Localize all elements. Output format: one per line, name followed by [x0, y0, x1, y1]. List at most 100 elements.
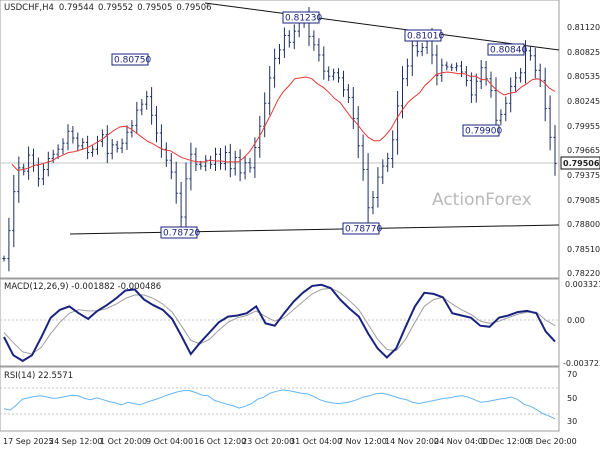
price-bar [396, 91, 400, 155]
rsi-label: RSI(14) 22.5571 [4, 371, 73, 381]
price-bar [179, 182, 183, 229]
price-bar [469, 72, 473, 103]
watermark: ActionForex [432, 190, 532, 210]
price-bar [125, 125, 129, 150]
price-bar [263, 92, 267, 138]
price-tick: 0.79085 [567, 196, 600, 205]
annotation-box [342, 222, 380, 235]
price-tick: 0.78800 [567, 220, 600, 229]
price-tick: 0.81120 [567, 23, 600, 32]
macd-signal-line [3, 287, 556, 355]
price-bar [41, 163, 45, 186]
price-bar [435, 44, 439, 86]
price-bar [189, 142, 193, 191]
price-bar [351, 87, 355, 129]
price-bar [273, 48, 277, 88]
annotation-box [487, 43, 525, 56]
rsi-line [3, 389, 556, 420]
price-bar [27, 146, 31, 180]
price-tick: 0.79955 [567, 122, 600, 131]
price-bar [548, 95, 552, 151]
price-bar [100, 129, 104, 147]
price-bar [7, 217, 11, 272]
time-tick: 7 Nov 12:00 [338, 437, 387, 446]
price-bar [66, 124, 70, 151]
price-bar [479, 60, 483, 89]
annotation-box [282, 11, 320, 24]
price-bar [440, 58, 444, 82]
price-bar [130, 120, 134, 138]
annotation-high-3: 0.81010 [404, 29, 444, 42]
price-bar [184, 162, 188, 234]
price-bar [120, 138, 124, 154]
price-bar [509, 77, 513, 113]
price-bar [415, 40, 419, 57]
annotation-low-1: 0.78720 [160, 226, 200, 239]
price-bar [292, 24, 296, 50]
price-bar [95, 135, 100, 155]
price-bar [410, 35, 414, 77]
price-bar [228, 143, 232, 178]
price-bar [386, 152, 390, 172]
price-bar [405, 58, 409, 87]
time-tick: 23 Oct 20:00 [242, 437, 294, 446]
last-price-label: 0.79506 [563, 159, 600, 168]
price-bar [36, 157, 40, 187]
annotation-high-2: 0.81230 [282, 11, 322, 24]
price-bar [553, 125, 557, 176]
price-tick: 0.79375 [567, 171, 600, 180]
moving-average-line [11, 71, 556, 171]
price-bar [223, 145, 227, 171]
time-tick: 1 Oct 20:00 [100, 437, 147, 446]
price-bar [538, 63, 542, 87]
symbol-label: USDCHF,H4 [4, 3, 54, 13]
price-axis: 0.81120 0.80825 0.80535 0.80245 0.79955 … [567, 23, 600, 278]
price-bar [287, 30, 291, 48]
macd-pane [0, 278, 560, 367]
price-bar [238, 149, 242, 182]
time-tick: 8 Dec 20:00 [528, 437, 577, 446]
rsi-pane [0, 366, 560, 432]
price-bar [371, 191, 375, 215]
price-bar [218, 148, 223, 170]
price-bar [204, 155, 208, 172]
price-bar [322, 46, 326, 80]
price-bar [317, 38, 321, 62]
annotation-low-2: 0.78770 [342, 222, 382, 235]
time-tick: 9 Oct 04:00 [146, 437, 193, 446]
price-bar [504, 96, 508, 122]
price-bar [17, 156, 21, 203]
ohlc-close: 0.79506 [176, 3, 211, 13]
price-bar [366, 153, 370, 224]
price-bar [277, 44, 282, 65]
price-bar [115, 140, 119, 153]
price-bar [169, 153, 173, 180]
ohlc-low: 0.79505 [137, 3, 172, 13]
price-bar [459, 61, 464, 77]
annotation-label: 0.78720 [163, 229, 200, 239]
ohlc-open: 0.79544 [59, 3, 94, 13]
time-tick: 16 Oct 12:00 [194, 437, 246, 446]
price-bar [31, 148, 36, 172]
annotation-high-4: 0.80840 [487, 43, 527, 56]
rsi-tick: 30 [567, 417, 577, 426]
price-bar [282, 27, 286, 58]
annotation-box [160, 226, 198, 239]
price-pane-title: USDCHF,H4 0.79544 0.79552 0.79505 0.79506 [4, 3, 212, 13]
annotation-label: 0.81230 [285, 14, 322, 24]
price-bar [159, 124, 163, 158]
price-bar [268, 66, 272, 116]
time-axis: 17 Sep 2025 24 Sep 12:00 1 Oct 20:00 9 O… [3, 437, 577, 446]
time-tick: 24 Sep 12:00 [49, 437, 102, 446]
price-bar [499, 109, 503, 126]
price-bar [91, 145, 95, 157]
price-pane [0, 0, 560, 279]
price-tick: 0.80245 [567, 97, 600, 106]
annotation-label: 0.78770 [345, 225, 382, 235]
price-bar [420, 42, 424, 57]
price-bar [445, 61, 449, 71]
macd-line [3, 283, 556, 363]
price-bar [464, 66, 468, 87]
price-bar [105, 125, 109, 163]
price-bar [391, 130, 395, 168]
